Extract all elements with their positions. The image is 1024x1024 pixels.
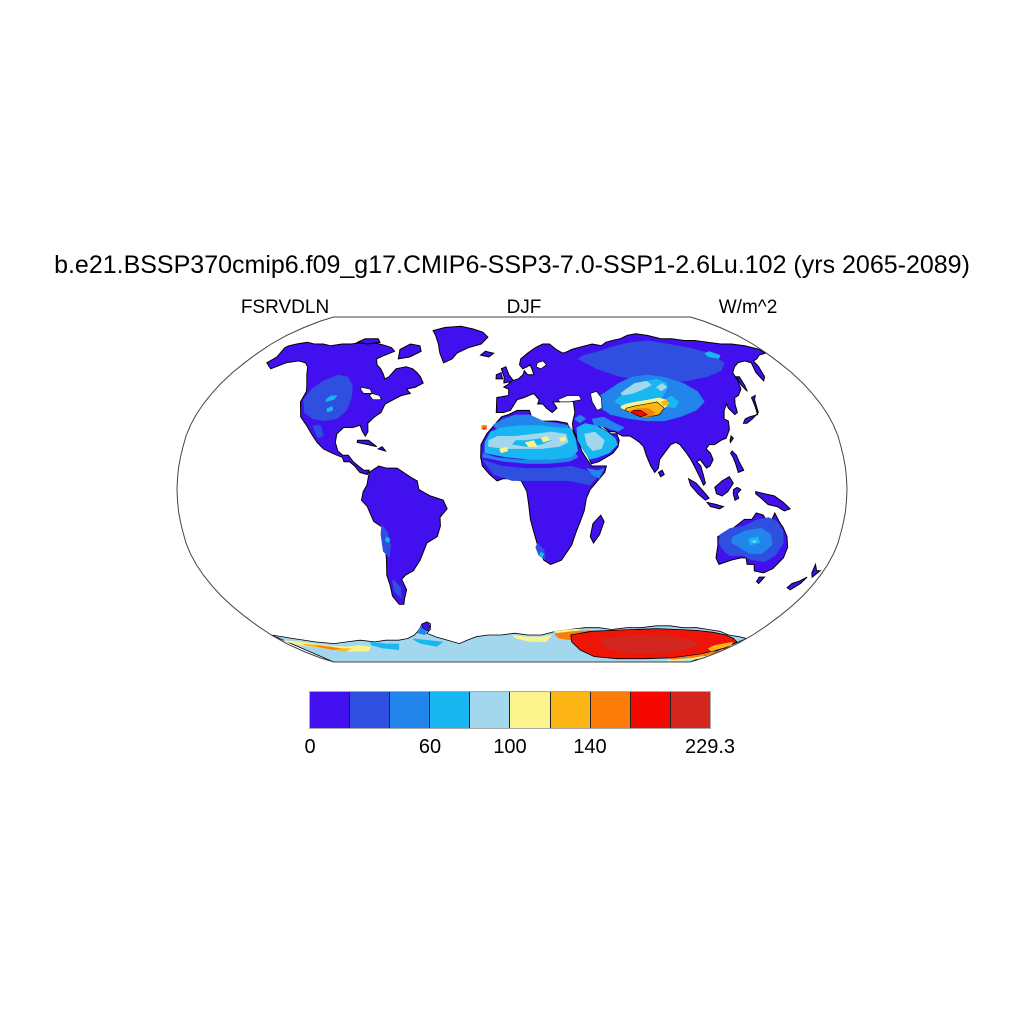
- map-region-australia-light-dot: [751, 540, 757, 543]
- map-region-arabia-light: [584, 431, 605, 451]
- map-region-antarctica-cyan-2: [412, 638, 444, 647]
- map-region-na-west-cyan-2: [326, 406, 333, 413]
- map-region-antarctica-cyan-1: [369, 641, 400, 650]
- colorbar-tick-labels: 0 60 100 140 229.3: [0, 736, 1024, 760]
- map-region-taiwan: [729, 435, 734, 444]
- map-region-java: [705, 501, 725, 510]
- colorbar-tick-100: 100: [493, 736, 527, 758]
- map-region-canary-red-dot: [483, 427, 486, 430]
- map-region-siberia-medium-band: [577, 340, 725, 383]
- map-region-sahel-medium: [482, 459, 598, 486]
- map-region-iran-bright: [591, 416, 625, 432]
- map-region-ireland: [495, 371, 504, 380]
- colorbar-box-5: [509, 692, 550, 728]
- map-region-patagonia-medium: [392, 579, 402, 599]
- map-region-baltic-sea: [535, 360, 548, 370]
- map-region-asia-cyan-spur: [663, 395, 680, 409]
- map-region-asia-light-arc-2: [656, 383, 668, 392]
- map-region-tasmania: [755, 576, 766, 585]
- map-region-antarctica-fringe-yellow: [667, 655, 709, 662]
- map-region-victoria-island: [355, 338, 381, 345]
- colorbar-box-6: [549, 692, 590, 728]
- map-region-new-guinea: [755, 490, 792, 512]
- map-region-iceland: [479, 350, 495, 358]
- map-region-levant-bright: [573, 414, 587, 424]
- map-region-great-lakes-east: [368, 393, 382, 401]
- map-region-caspian-sea: [589, 390, 603, 411]
- map-region-antarctica-west-orange: [314, 645, 342, 650]
- map-region-andes-cyan-dot: [385, 536, 391, 543]
- colorbar-box-8: [629, 692, 670, 728]
- colorbar-tick-0: 0: [304, 736, 316, 758]
- map-region-borneo: [714, 476, 734, 497]
- colorbar-box-1: [349, 692, 390, 728]
- map-region-antarctica-dark-red: [601, 635, 700, 655]
- units-label: W/m^2: [718, 297, 778, 318]
- colorbar-box-3: [429, 692, 470, 728]
- colorbar-box-7: [589, 692, 630, 728]
- colorbar: [309, 691, 711, 729]
- map-region-mexico-medium: [313, 425, 324, 439]
- map-region-sahel-bright: [482, 451, 579, 464]
- map-region-sahara-yellow-4: [559, 436, 567, 443]
- colorbar-tick-140: 140: [573, 736, 607, 758]
- colorbar-box-9: [669, 692, 710, 728]
- map-region-antarctica-tip-amber: [708, 641, 733, 652]
- map-region-sahara-yellow-1: [499, 446, 509, 454]
- map-region-sulawesi: [732, 486, 742, 501]
- map-region-sumatra: [687, 477, 710, 501]
- colorbar-box-2: [389, 692, 430, 728]
- colorbar-box-0: [310, 692, 350, 728]
- map-region-peninsula-deep: [421, 621, 431, 632]
- map-region-south-america: [360, 465, 448, 605]
- map-region-japan: [742, 394, 759, 424]
- map-region-na-west-cyan-1: [325, 395, 338, 402]
- map-region-south-africa-cyan: [538, 551, 545, 558]
- map-region-antarctica-east-yellow-1: [512, 635, 553, 642]
- map-region-great-lakes-west: [360, 386, 373, 394]
- map-region-new-zealand-south: [786, 576, 808, 591]
- map-region-tibet-red: [630, 410, 648, 418]
- map-region-cuba: [356, 439, 378, 448]
- map-region-new-zealand-north: [811, 562, 822, 579]
- map-layers: [266, 325, 822, 662]
- map-region-ne-siberia-cyan-dot: [704, 351, 721, 359]
- map-region-sakhalin: [735, 376, 748, 392]
- map-region-asia-light-arc: [620, 380, 652, 396]
- map-region-canary-orange-dot: [481, 425, 487, 430]
- map-region-sri-lanka: [657, 469, 665, 478]
- map-region-tibet-amber-east-dot: [660, 399, 670, 407]
- map-region-sahara-yellow-2: [524, 440, 538, 447]
- map-region-greenland: [432, 325, 489, 364]
- map-region-hispaniola: [377, 446, 387, 452]
- map-region-antarctica-fringe-orange: [669, 650, 723, 660]
- map-region-horn-bright: [586, 468, 605, 479]
- map-region-black-sea: [557, 395, 583, 403]
- colorbar-tick-229.3: 229.3: [684, 736, 736, 758]
- colorbar-tick-60: 60: [418, 736, 442, 758]
- map-region-baffin-island: [397, 343, 422, 360]
- variable-label: FSRVDLN: [240, 297, 330, 318]
- map-region-sahara-yellow-3: [541, 436, 551, 443]
- colorbar-box-4: [469, 692, 510, 728]
- map-region-madagascar: [589, 514, 605, 544]
- plot-title: b.e21.BSSP370cmip6.f09_g17.CMIP6-SSP3-7.…: [54, 251, 970, 279]
- map-boundary-outline: [176, 316, 848, 663]
- season-label: DJF: [506, 297, 542, 318]
- map-region-philippines: [730, 450, 745, 474]
